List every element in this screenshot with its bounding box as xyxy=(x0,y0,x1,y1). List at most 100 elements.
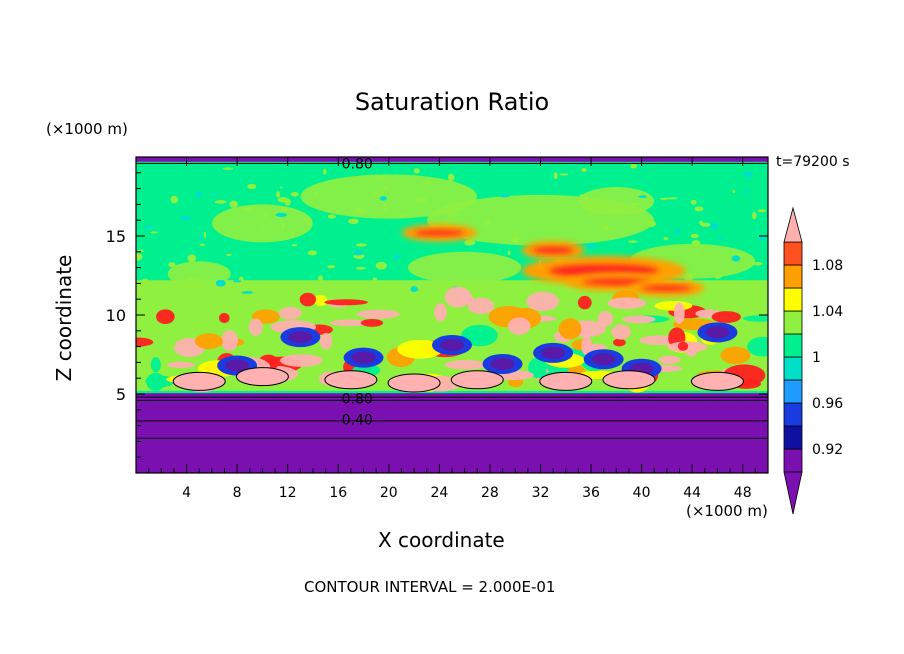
moist-patch xyxy=(300,174,477,219)
speckle xyxy=(275,212,288,218)
band-blob xyxy=(150,357,161,373)
colorbar-under-arrow xyxy=(783,471,803,515)
speckle xyxy=(663,236,669,241)
speckle xyxy=(628,240,638,243)
x-tick-label: 36 xyxy=(582,485,600,501)
speckle xyxy=(222,167,234,170)
speckle xyxy=(232,280,242,283)
band-blob xyxy=(299,292,317,307)
speckle xyxy=(291,231,295,238)
y-axis-ticks: 5 10 15 xyxy=(106,172,768,458)
speckle xyxy=(758,235,766,241)
band-blob xyxy=(611,324,631,340)
band-blob xyxy=(356,309,400,319)
saturation-field xyxy=(136,157,768,473)
supersat-lobe xyxy=(387,373,441,393)
band-blob xyxy=(461,324,498,347)
dry-pocket-core xyxy=(288,331,313,344)
speckle xyxy=(379,196,387,201)
band-blob xyxy=(622,315,656,324)
speckle xyxy=(261,224,264,233)
speckle xyxy=(413,168,420,174)
speckle xyxy=(374,175,386,180)
x-tick-label: 40 xyxy=(633,485,651,501)
speckle xyxy=(752,261,763,266)
z-axis-units: (×1000 m) xyxy=(46,120,128,138)
colorbar: 0.92 0.96 1 1.04 1.08 xyxy=(783,206,843,515)
speckle xyxy=(559,173,569,176)
colorbar-band xyxy=(783,241,803,266)
speckle xyxy=(280,206,289,212)
time-label: t=79200 s xyxy=(776,154,850,170)
speckle xyxy=(187,254,197,263)
speckle xyxy=(630,163,637,169)
supersat-lobe xyxy=(602,370,656,390)
band-blob xyxy=(597,311,614,327)
colorbar-over-arrow xyxy=(783,206,803,243)
speckle xyxy=(355,207,365,215)
colorbar-band xyxy=(783,402,803,427)
lower-layer xyxy=(136,393,768,473)
supersat-lobe xyxy=(172,371,226,391)
colorbar-tick-label: 1.04 xyxy=(812,304,843,320)
speckle xyxy=(396,281,406,287)
speckle xyxy=(764,294,768,300)
supersat-lobe xyxy=(450,370,504,390)
speckle xyxy=(750,294,759,303)
speckle xyxy=(631,202,640,206)
colorbar-tick-label: 0.92 xyxy=(812,442,843,458)
band-blob xyxy=(313,294,328,306)
speckle xyxy=(399,214,407,218)
speckle xyxy=(415,196,427,204)
x-tick-label: 32 xyxy=(532,485,550,501)
band-blob xyxy=(218,312,230,324)
band-blob xyxy=(607,297,647,309)
speckle xyxy=(383,185,389,190)
colorbar-band xyxy=(783,264,803,289)
speckle xyxy=(691,240,701,247)
speckle xyxy=(355,243,367,247)
band-blob xyxy=(658,355,681,364)
dry-pocket-core xyxy=(541,346,566,359)
x-tick-label: 28 xyxy=(481,485,499,501)
band-blob xyxy=(248,318,263,336)
speckle xyxy=(214,200,227,204)
speckle xyxy=(215,279,226,287)
colorbar-tick-label: 1.08 xyxy=(812,258,843,274)
speckle xyxy=(690,199,697,205)
speckle xyxy=(168,262,176,268)
colorbar-band xyxy=(783,287,803,312)
warm-streak-core xyxy=(641,285,693,291)
speckle xyxy=(694,206,704,212)
dry-pocket-core xyxy=(225,359,250,372)
speckle xyxy=(690,233,699,239)
speckle xyxy=(195,191,202,199)
speckle xyxy=(212,191,218,194)
band-blob xyxy=(747,336,768,357)
speckle xyxy=(150,231,159,234)
supersat-lobe xyxy=(690,371,744,391)
band-blob xyxy=(434,303,447,322)
speckle xyxy=(144,225,155,229)
speckle xyxy=(579,194,589,197)
speckle xyxy=(666,197,678,200)
speckle xyxy=(683,272,694,281)
speckle xyxy=(170,195,179,204)
speckle xyxy=(262,213,268,219)
speckle xyxy=(290,191,299,197)
contour-labels: 0.80 0.80 0.40 xyxy=(342,156,373,428)
dry-pocket-core xyxy=(440,339,464,352)
speckle xyxy=(323,168,327,175)
band-blob xyxy=(166,361,196,368)
colorbar-band xyxy=(783,356,803,381)
colorbar-band xyxy=(783,425,803,450)
speckle xyxy=(518,281,526,285)
speckle xyxy=(757,209,767,213)
speckle xyxy=(714,274,722,279)
speckle xyxy=(199,243,206,246)
dry-pocket-core xyxy=(351,351,376,364)
supersat-lobe xyxy=(324,370,378,390)
band-blob xyxy=(279,354,323,367)
x-tick-label: 24 xyxy=(430,485,448,501)
